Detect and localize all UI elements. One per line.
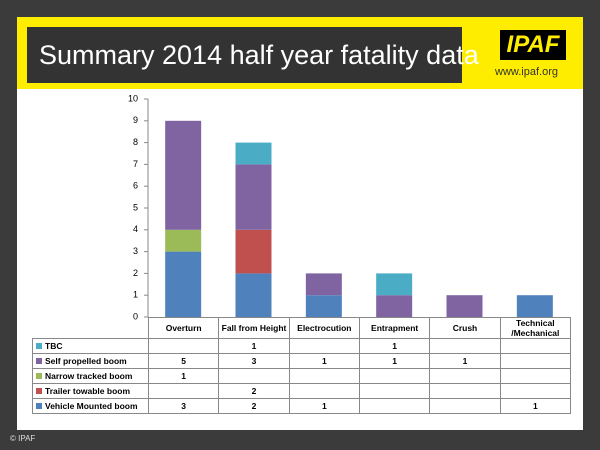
bar-segment [165, 251, 202, 317]
legend-swatch [36, 343, 42, 349]
legend-swatch [36, 403, 42, 409]
legend-label: Vehicle Mounted boom [45, 401, 138, 411]
y-tick-label: 7 [133, 159, 138, 169]
table-value: 1 [147, 368, 220, 384]
category-label: Crush [429, 317, 501, 339]
table-row: Vehicle Mounted boom 3 2 1 1 [32, 398, 571, 414]
legend-label: Self propelled boom [45, 356, 127, 366]
category-label: Entrapment [358, 317, 431, 339]
table-value: 3 [147, 398, 220, 414]
table-empty [429, 383, 501, 399]
bar-segment [165, 120, 202, 230]
table-row: TBC 1 1 [32, 338, 571, 354]
y-tick-label: 8 [133, 137, 138, 147]
legend-cell: Narrow tracked boom [32, 368, 149, 384]
table-empty [499, 368, 571, 384]
table-value: 2 [218, 398, 290, 414]
category-label: Technical /Mechanical [499, 317, 571, 339]
bar-segment [446, 295, 483, 317]
legend-label: TBC [45, 341, 63, 351]
bar-segment [235, 142, 272, 165]
table-row: Trailer towable boom 2 [32, 383, 571, 399]
table-empty [429, 338, 501, 354]
y-tick-label: 4 [133, 224, 138, 234]
data-table: Overturn Fall from Height Electrocution Ent… [32, 317, 571, 414]
y-tick-label: 1 [133, 290, 138, 300]
table-value: 1 [358, 353, 431, 369]
legend-cell: Self propelled boom [32, 353, 149, 369]
y-tick-label: 6 [133, 181, 138, 191]
table-value: 1 [358, 338, 431, 354]
legend-label: Narrow tracked boom [45, 371, 133, 381]
bar-segment [376, 273, 413, 296]
table-value: 1 [429, 353, 501, 369]
bar-segment [305, 273, 342, 296]
bar-segment [165, 229, 202, 252]
legend-swatch [36, 358, 42, 364]
y-tick-label: 2 [133, 268, 138, 278]
table-corner [33, 318, 149, 339]
logo: IPAF [500, 30, 566, 60]
website: www.ipaf.org [495, 66, 558, 78]
table-empty [288, 368, 360, 384]
table-header-row: Overturn Fall from Height Electrocution Ent… [33, 317, 571, 339]
footer: © IPAF [10, 434, 36, 443]
y-tick-label: 0 [133, 311, 138, 321]
bar-segment [516, 295, 553, 317]
table-empty [358, 368, 431, 384]
table-empty [288, 338, 360, 354]
table-empty [499, 338, 571, 354]
table-value: 1 [218, 338, 290, 354]
table-empty [358, 383, 431, 399]
table-value: 1 [288, 398, 360, 414]
legend-swatch [36, 388, 42, 394]
table-empty [429, 398, 501, 414]
bar-segment [235, 273, 272, 317]
y-tick-label: 5 [133, 202, 138, 212]
table-value: 2 [218, 383, 290, 399]
table-empty [499, 353, 571, 369]
table-row: Narrow tracked boom 1 [32, 368, 571, 384]
y-tick-label: 3 [133, 246, 138, 256]
category-label: Fall from Height [218, 317, 290, 339]
legend-label: Trailer towable boom [45, 386, 131, 396]
y-tick-label: 9 [133, 115, 138, 125]
category-label: Overturn [147, 317, 220, 339]
legend-cell: Trailer towable boom [32, 383, 149, 399]
table-row: Self propelled boom 5 3 1 1 1 [32, 353, 571, 369]
bar-segment [235, 164, 272, 230]
table-empty [499, 383, 571, 399]
table-value: 1 [499, 398, 571, 414]
table-empty [288, 383, 360, 399]
legend-cell: TBC [32, 338, 149, 354]
bar-segment [305, 295, 342, 317]
table-empty [218, 368, 290, 384]
bar-segment [235, 229, 272, 274]
table-value: 1 [288, 353, 360, 369]
y-tick-label: 10 [128, 93, 138, 103]
table-value: 3 [218, 353, 290, 369]
table-empty [429, 368, 501, 384]
chart-title: Summary 2014 half year fatality data [27, 27, 479, 83]
table-empty [358, 398, 431, 414]
bar-segment [376, 295, 413, 317]
table-empty [147, 383, 220, 399]
table-value: 5 [147, 353, 220, 369]
legend-swatch [36, 373, 42, 379]
legend-cell: Vehicle Mounted boom [32, 398, 149, 414]
category-label: Electrocution [288, 317, 360, 339]
table-empty [147, 338, 220, 354]
